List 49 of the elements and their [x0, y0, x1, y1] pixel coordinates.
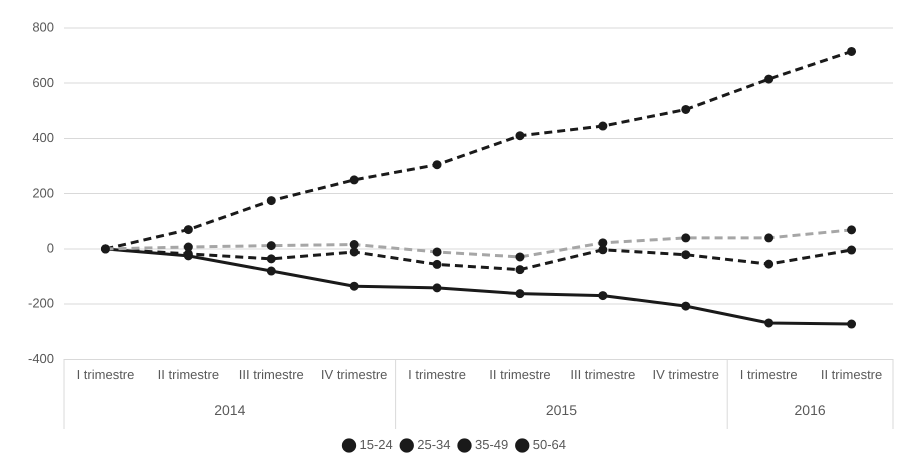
point	[681, 250, 690, 260]
point	[598, 245, 608, 254]
x-tick-label: IV trimestre	[652, 366, 719, 382]
legend-label: 50-64	[532, 437, 566, 452]
x-tick-label: II trimestre	[820, 366, 882, 382]
point	[598, 291, 608, 300]
point	[764, 74, 774, 84]
point	[515, 289, 524, 298]
y-tick-label: 400	[32, 130, 54, 146]
point	[598, 122, 608, 131]
point	[515, 265, 524, 274]
point	[350, 282, 359, 291]
x-tick-label: II trimestre	[158, 366, 220, 382]
point	[266, 266, 276, 276]
point	[432, 283, 442, 292]
point	[266, 196, 276, 206]
point	[847, 46, 856, 56]
point	[515, 131, 524, 140]
y-tick-label: 800	[32, 20, 54, 35]
point	[184, 225, 193, 234]
x-tick-label: IV trimestre	[320, 366, 388, 382]
point	[764, 260, 774, 269]
y-tick-label: -400	[28, 350, 54, 366]
x-tick-label: I trimestre	[76, 366, 134, 382]
y-tick-label: 200	[32, 185, 54, 200]
point	[350, 247, 359, 256]
y-tick-label: 0	[46, 240, 54, 256]
text: 2015	[546, 402, 578, 418]
legend-label: 35-49	[475, 437, 508, 452]
x-tick-label: III trimestre	[570, 366, 636, 382]
y-tick-label: -200	[28, 296, 54, 311]
text: 2014	[214, 402, 246, 418]
point	[350, 175, 359, 184]
point	[681, 104, 690, 114]
point	[847, 320, 856, 329]
y-tick-label: 600	[32, 74, 54, 90]
point	[764, 318, 774, 328]
point	[847, 246, 856, 255]
point	[266, 254, 276, 264]
text: 2016	[794, 402, 826, 418]
legend-label: 15-24	[360, 437, 393, 452]
point	[432, 160, 442, 170]
point	[432, 260, 442, 269]
x-tick-label: III trimestre	[238, 366, 304, 382]
x-tick-label: I trimestre	[408, 366, 466, 382]
x-tick-label: II trimestre	[489, 366, 551, 382]
x-tick-label: I trimestre	[740, 366, 798, 382]
legend-label: 25-34	[417, 437, 450, 452]
point	[681, 302, 690, 311]
